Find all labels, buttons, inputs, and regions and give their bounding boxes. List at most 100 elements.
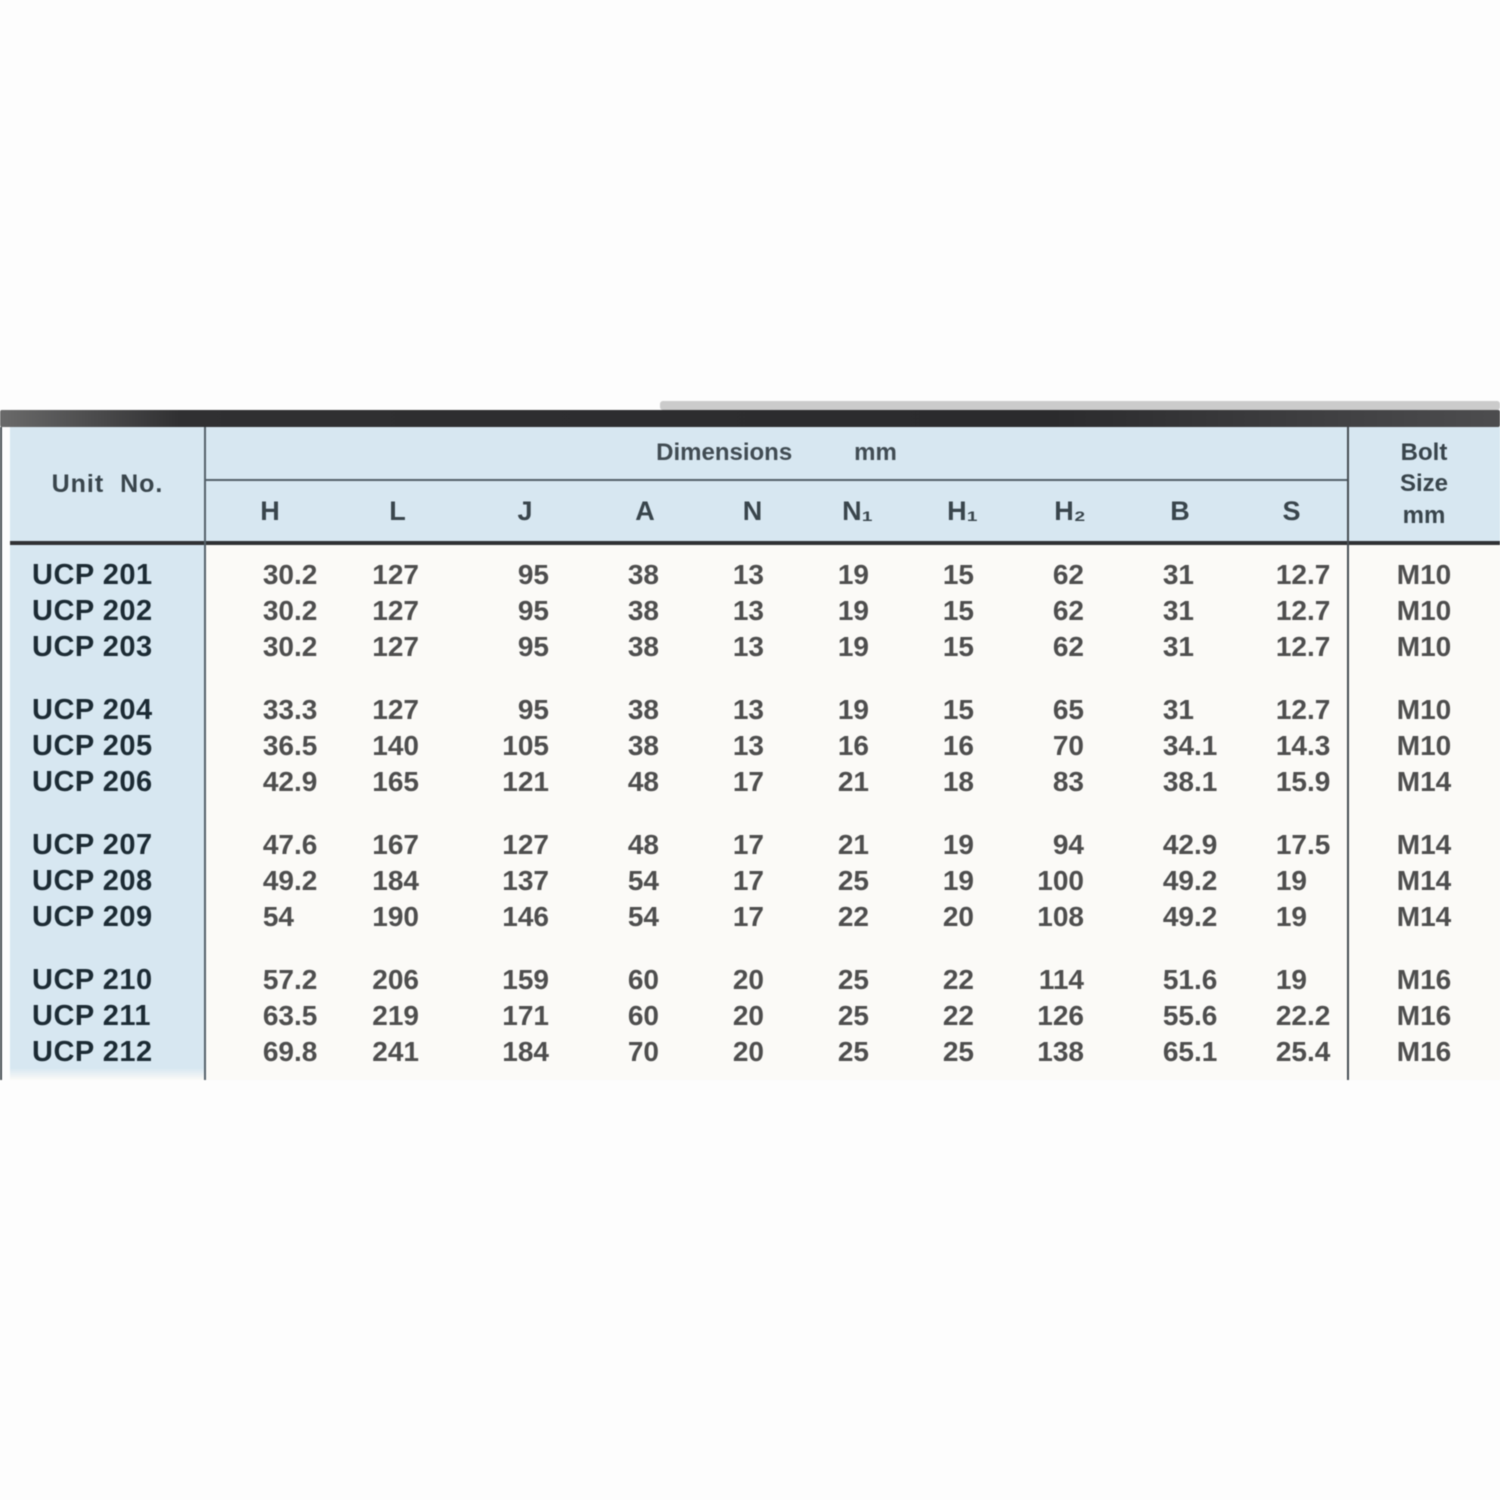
dimension-value: 16 [942,730,974,761]
dimension-value: 36.5 [262,730,318,761]
unit-no-column-header: Unit No. [51,469,164,498]
unit-no: UCP 207 [32,828,153,861]
dimensions-label: Dimensions [656,439,793,466]
dimension-value: 33.3 [262,694,318,725]
dimension-value: 30.2 [262,631,318,662]
dimension-value: 65 [1052,694,1084,725]
dimension-value: 100 [1037,865,1084,896]
bolt-size-value: M10 [1396,595,1452,626]
dimension-table: Unit No. Dimensions mm H L J A N N₁ H₁ H₂ B S Bol… [0,401,1500,1080]
dimension-value: 20 [942,901,974,932]
dimension-value: 146 [502,901,549,932]
dimension-value: 60 [627,964,659,995]
dimensions-header: Dimensions mm [205,427,1348,479]
unit-column-divider [204,427,206,1080]
dimension-value: 105 [502,730,549,761]
dimensions-unit-label: mm [854,439,897,466]
column-letters-row: H L J A N N₁ H₁ H₂ B S [10,481,1500,541]
table-row: UCP 206 42.9 165 121 48 17 21 18 83 38.1 15.9 M14 [10,764,1500,800]
dimension-value: 14.3 [1275,730,1331,761]
dimension-value: 15 [942,694,974,725]
dimension-value: 18 [942,766,974,797]
dimension-value: 25 [837,1000,869,1031]
table-row: UCP 205 36.5 140 105 38 13 16 16 70 34.1 14.3 M10 [10,728,1500,764]
dimension-value: 219 [372,1000,419,1031]
scan-artifact [660,401,1500,410]
dimension-value: 60 [627,1000,659,1031]
dimension-value: 54 [262,901,294,932]
dimension-value: 70 [1052,730,1084,761]
dimension-value: 127 [372,559,419,590]
dimension-value: 19 [837,559,869,590]
table-row: UCP 201 30.2 127 95 38 13 19 15 62 31 12.7 M10 [10,557,1500,593]
dimension-value: 171 [502,1000,549,1031]
table-row: UCP 204 33.3 127 95 38 13 19 15 65 31 12.7 M10 [10,692,1500,728]
bolt-size-value: M14 [1396,829,1452,860]
dimension-value: 38.1 [1162,766,1218,797]
column-header-6: N₁ [842,495,873,526]
dimension-value: 30.2 [262,559,318,590]
table-top-rule [0,410,1500,427]
row-groups: UCP 201 30.2 127 95 38 13 19 15 62 31 12.7 M10 UCP 2… [10,557,1500,1070]
column-header-5: N [742,495,763,526]
dimension-value: 62 [1052,631,1084,662]
dimension-value: 190 [372,901,419,932]
dimension-value: 159 [502,964,549,995]
table-row: UCP 209 54 190 146 54 17 22 20 108 49.2 19 M14 [10,899,1500,935]
unit-column-background [10,545,205,1068]
dimension-value: 25 [837,865,869,896]
dimension-value: 184 [372,865,419,896]
bolt-size-value: M16 [1396,964,1452,995]
dimension-value: 95 [517,595,549,626]
dimension-value: 20 [732,964,764,995]
dimension-value: 184 [502,1036,549,1067]
dimension-value: 31 [1162,559,1194,590]
dimension-value: 38 [627,631,659,662]
unit-no: UCP 202 [32,594,153,627]
dimension-value: 20 [732,1036,764,1067]
dimension-value: 25.4 [1275,1036,1331,1067]
dimension-value: 167 [372,829,419,860]
unit-no: UCP 210 [32,963,153,996]
dimension-value: 49.2 [1162,865,1218,896]
unit-column-fade [10,1068,205,1080]
table-row: UCP 211 63.5 219 171 60 20 25 22 126 55.6 22.2 M16 [10,998,1500,1034]
row-group: UCP 204 33.3 127 95 38 13 19 15 65 31 12.7 M10 UCP 2… [10,692,1500,800]
dimension-value: 17 [732,901,764,932]
dimension-value: 57.2 [262,964,318,995]
bolt-size-value: M16 [1396,1036,1452,1067]
bolt-size-value: M14 [1396,766,1452,797]
dimension-value: 19 [1275,964,1307,995]
bolt-size-value: M14 [1396,865,1452,896]
column-header-10: S [1282,495,1301,526]
dimension-value: 21 [837,829,869,860]
bolt-size-value: M14 [1396,901,1452,932]
dimension-value: 38 [627,730,659,761]
table-body: UCP 201 30.2 127 95 38 13 19 15 62 31 12.7 M10 UCP 2… [10,545,1500,1080]
bolt-size-value: M10 [1396,694,1452,725]
dimension-value: 137 [502,865,549,896]
dimension-value: 21 [837,766,869,797]
dimension-value: 25 [942,1036,974,1067]
dimension-value: 55.6 [1162,1000,1218,1031]
unit-no: UCP 212 [32,1035,153,1068]
dimension-value: 83 [1052,766,1084,797]
dimension-value: 127 [372,595,419,626]
bolt-size-value: M10 [1396,559,1452,590]
dimension-value: 140 [372,730,419,761]
bolt-size-column-header: Bolt Size mm [1348,427,1500,541]
dimension-value: 17.5 [1275,829,1331,860]
table-row: UCP 212 69.8 241 184 70 20 25 25 138 65.1 25.4 M16 [10,1034,1500,1070]
dimension-value: 19 [837,595,869,626]
row-group: UCP 210 57.2 206 159 60 20 25 22 114 51.6 19 M16 UCP… [10,962,1500,1070]
dimension-value: 70 [627,1036,659,1067]
unit-no: UCP 206 [32,765,153,798]
dimension-value: 48 [627,829,659,860]
dimensions-divider-line [205,479,1348,481]
bolt-size-value: M16 [1396,1000,1452,1031]
dimension-value: 30.2 [262,595,318,626]
dimension-value: 12.7 [1275,631,1331,662]
dimension-value: 63.5 [262,1000,318,1031]
column-header-7: H₁ [947,495,978,526]
